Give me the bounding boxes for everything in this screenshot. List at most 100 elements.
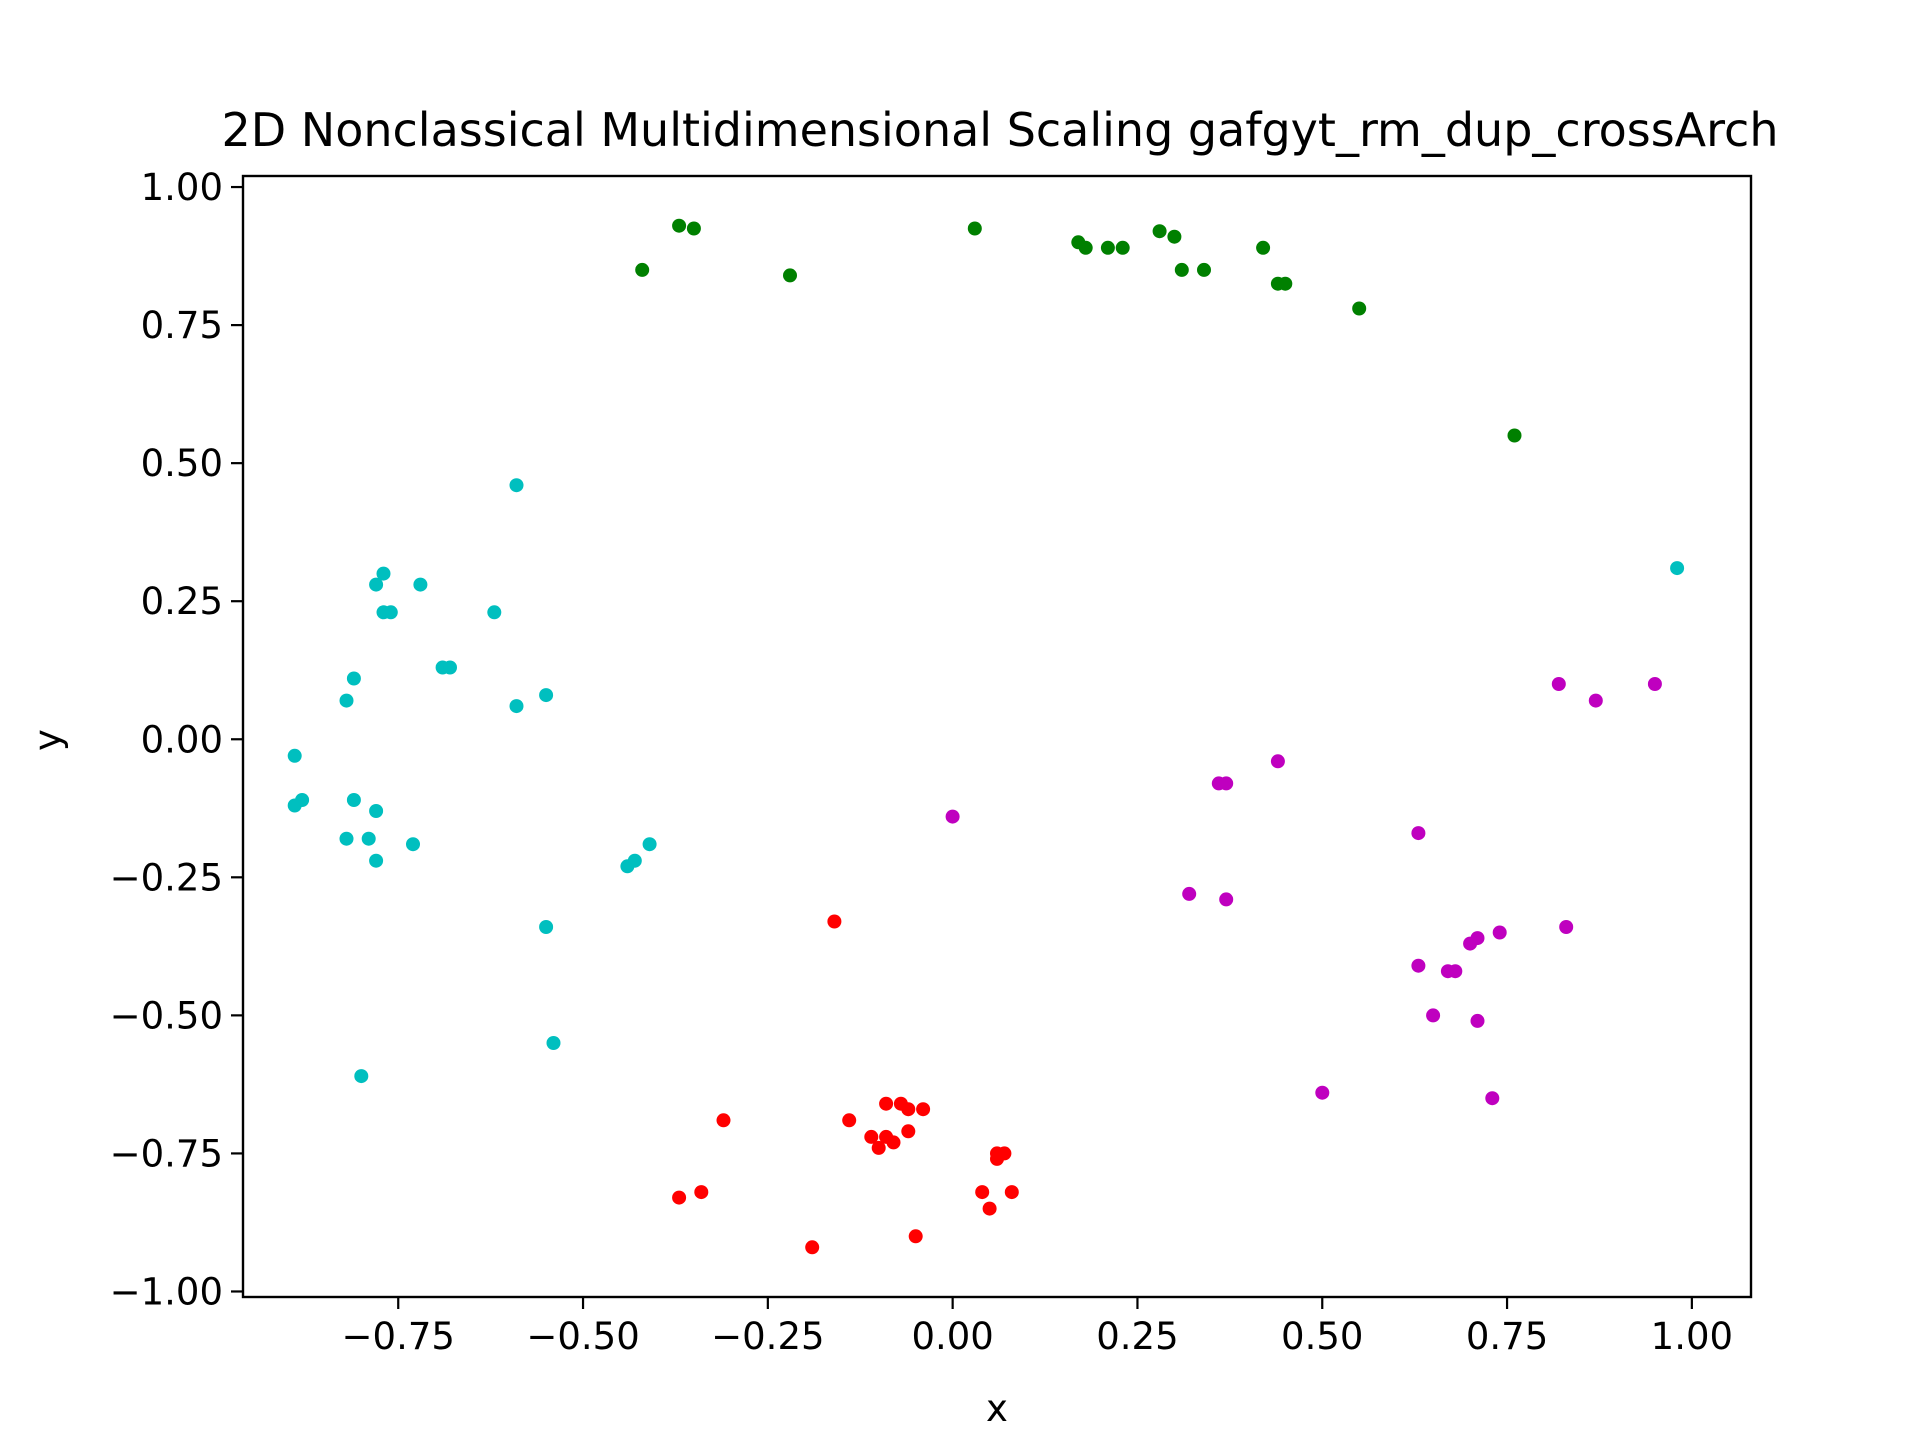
data-point-s1-11 bbox=[509, 699, 524, 714]
data-point-s0-2 bbox=[635, 262, 650, 277]
data-point-s0-11 bbox=[1174, 262, 1189, 277]
data-point-s3-17 bbox=[982, 1201, 997, 1216]
data-point-s0-3 bbox=[783, 268, 797, 283]
data-point-s1-6 bbox=[487, 605, 502, 620]
data-point-s1-3 bbox=[413, 577, 428, 592]
data-point-s0-6 bbox=[1078, 240, 1093, 255]
x-tick-label: 0.75 bbox=[1466, 1315, 1548, 1358]
data-points bbox=[287, 218, 1685, 1255]
data-point-s0-15 bbox=[1278, 276, 1293, 291]
data-point-s2-2 bbox=[1219, 776, 1234, 791]
data-point-s1-16 bbox=[346, 793, 361, 807]
data-point-s0-12 bbox=[1197, 262, 1211, 277]
data-point-s1-24 bbox=[627, 853, 642, 868]
data-point-s1-27 bbox=[354, 1069, 369, 1084]
x-tick-label: −0.75 bbox=[342, 1315, 455, 1358]
data-point-s2-20 bbox=[1315, 1085, 1330, 1100]
data-point-s1-9 bbox=[346, 671, 361, 686]
data-point-s3-8 bbox=[871, 1140, 886, 1155]
chart-title: 2D Nonclassical Multidimensional Scaling… bbox=[222, 103, 1779, 157]
data-point-s3-16 bbox=[1004, 1185, 1019, 1200]
data-point-s3-2 bbox=[842, 1113, 857, 1128]
x-axis-ticks: −0.75 −0.50 −0.25 0.00 0.25 0.50 0.75 1.00 bbox=[342, 1297, 1733, 1358]
data-point-s1-1 bbox=[376, 566, 391, 581]
data-point-s0-4 bbox=[967, 221, 982, 236]
data-point-s1-10 bbox=[339, 693, 354, 708]
data-point-s2-8 bbox=[1588, 693, 1603, 708]
data-point-s0-0 bbox=[672, 218, 687, 233]
data-point-s3-0 bbox=[827, 914, 842, 929]
y-tick-label: 0.25 bbox=[141, 580, 223, 623]
data-point-s1-22 bbox=[642, 837, 657, 852]
data-point-s3-3 bbox=[879, 1096, 894, 1111]
data-point-s3-11 bbox=[901, 1124, 916, 1139]
x-tick-label: 0.50 bbox=[1281, 1315, 1363, 1358]
y-axis-ticks: 1.00 0.75 0.50 0.25 0.00 −0.25 −0.50 −0.75 −1.00 bbox=[110, 166, 243, 1313]
data-point-s2-9 bbox=[1647, 677, 1662, 691]
data-point-s2-3 bbox=[1270, 754, 1285, 769]
data-point-s0-8 bbox=[1115, 240, 1130, 255]
y-tick-label: 1.00 bbox=[141, 166, 223, 209]
data-point-s2-10 bbox=[1411, 958, 1426, 973]
data-point-s3-10 bbox=[886, 1135, 901, 1150]
y-tick-label: −1.00 bbox=[110, 1270, 223, 1313]
data-point-s2-15 bbox=[1492, 925, 1507, 940]
data-point-s0-17 bbox=[1507, 428, 1522, 443]
data-point-s2-4 bbox=[1182, 886, 1197, 901]
data-point-s3-5 bbox=[901, 1102, 916, 1117]
data-point-s1-18 bbox=[339, 831, 354, 846]
y-tick-label: −0.75 bbox=[110, 1132, 223, 1175]
data-point-s2-6 bbox=[1411, 826, 1426, 841]
data-point-s1-25 bbox=[539, 920, 554, 934]
data-point-s1-19 bbox=[361, 831, 376, 846]
data-point-s2-18 bbox=[1470, 1013, 1485, 1028]
data-point-s2-7 bbox=[1551, 677, 1566, 691]
data-point-s2-0 bbox=[945, 809, 960, 824]
y-tick-label: 0.75 bbox=[141, 304, 223, 347]
data-point-s1-5 bbox=[383, 605, 398, 620]
data-point-s3-7 bbox=[864, 1129, 879, 1144]
y-tick-label: 0.50 bbox=[141, 442, 223, 485]
data-point-s1-17 bbox=[369, 804, 384, 818]
data-point-s1-2 bbox=[369, 577, 384, 592]
x-tick-label: 0.25 bbox=[1096, 1315, 1178, 1358]
data-point-s1-26 bbox=[546, 1036, 561, 1050]
data-point-s1-0 bbox=[509, 478, 524, 493]
data-point-s0-16 bbox=[1352, 301, 1367, 316]
data-point-s0-10 bbox=[1167, 229, 1182, 244]
data-point-s3-15 bbox=[975, 1185, 990, 1200]
data-point-s3-21 bbox=[805, 1240, 820, 1255]
data-point-s2-5 bbox=[1219, 892, 1234, 907]
data-point-s1-15 bbox=[295, 793, 310, 807]
data-point-s3-6 bbox=[916, 1102, 931, 1117]
data-point-s0-1 bbox=[686, 221, 701, 236]
data-point-s2-17 bbox=[1426, 1008, 1441, 1023]
x-tick-label: 1.00 bbox=[1651, 1315, 1733, 1358]
data-point-s2-19 bbox=[1485, 1091, 1500, 1106]
data-point-s1-21 bbox=[406, 837, 420, 852]
data-point-s1-13 bbox=[287, 748, 302, 763]
y-tick-label: −0.25 bbox=[110, 856, 223, 899]
y-tick-label: −0.50 bbox=[110, 994, 223, 1037]
data-point-s1-12 bbox=[539, 688, 554, 703]
data-point-s2-12 bbox=[1448, 964, 1463, 979]
data-point-s3-1 bbox=[716, 1113, 731, 1128]
data-point-s3-20 bbox=[908, 1229, 923, 1244]
data-point-s1-28 bbox=[1670, 561, 1685, 576]
y-axis-label: y bbox=[26, 729, 69, 751]
data-point-s2-16 bbox=[1559, 920, 1574, 934]
x-axis-label: x bbox=[986, 1387, 1008, 1430]
data-point-s1-20 bbox=[369, 853, 384, 868]
data-point-s3-19 bbox=[694, 1185, 709, 1200]
x-tick-label: 0.00 bbox=[911, 1315, 993, 1358]
data-point-s0-7 bbox=[1100, 240, 1115, 255]
data-point-s0-13 bbox=[1256, 240, 1271, 255]
y-tick-label: 0.00 bbox=[141, 718, 223, 761]
x-tick-label: −0.50 bbox=[526, 1315, 639, 1358]
plot-frame bbox=[241, 174, 1753, 1299]
data-point-s2-14 bbox=[1470, 931, 1485, 946]
data-point-s3-18 bbox=[672, 1190, 687, 1205]
data-point-s1-8 bbox=[443, 660, 457, 675]
data-point-s0-9 bbox=[1152, 224, 1167, 239]
